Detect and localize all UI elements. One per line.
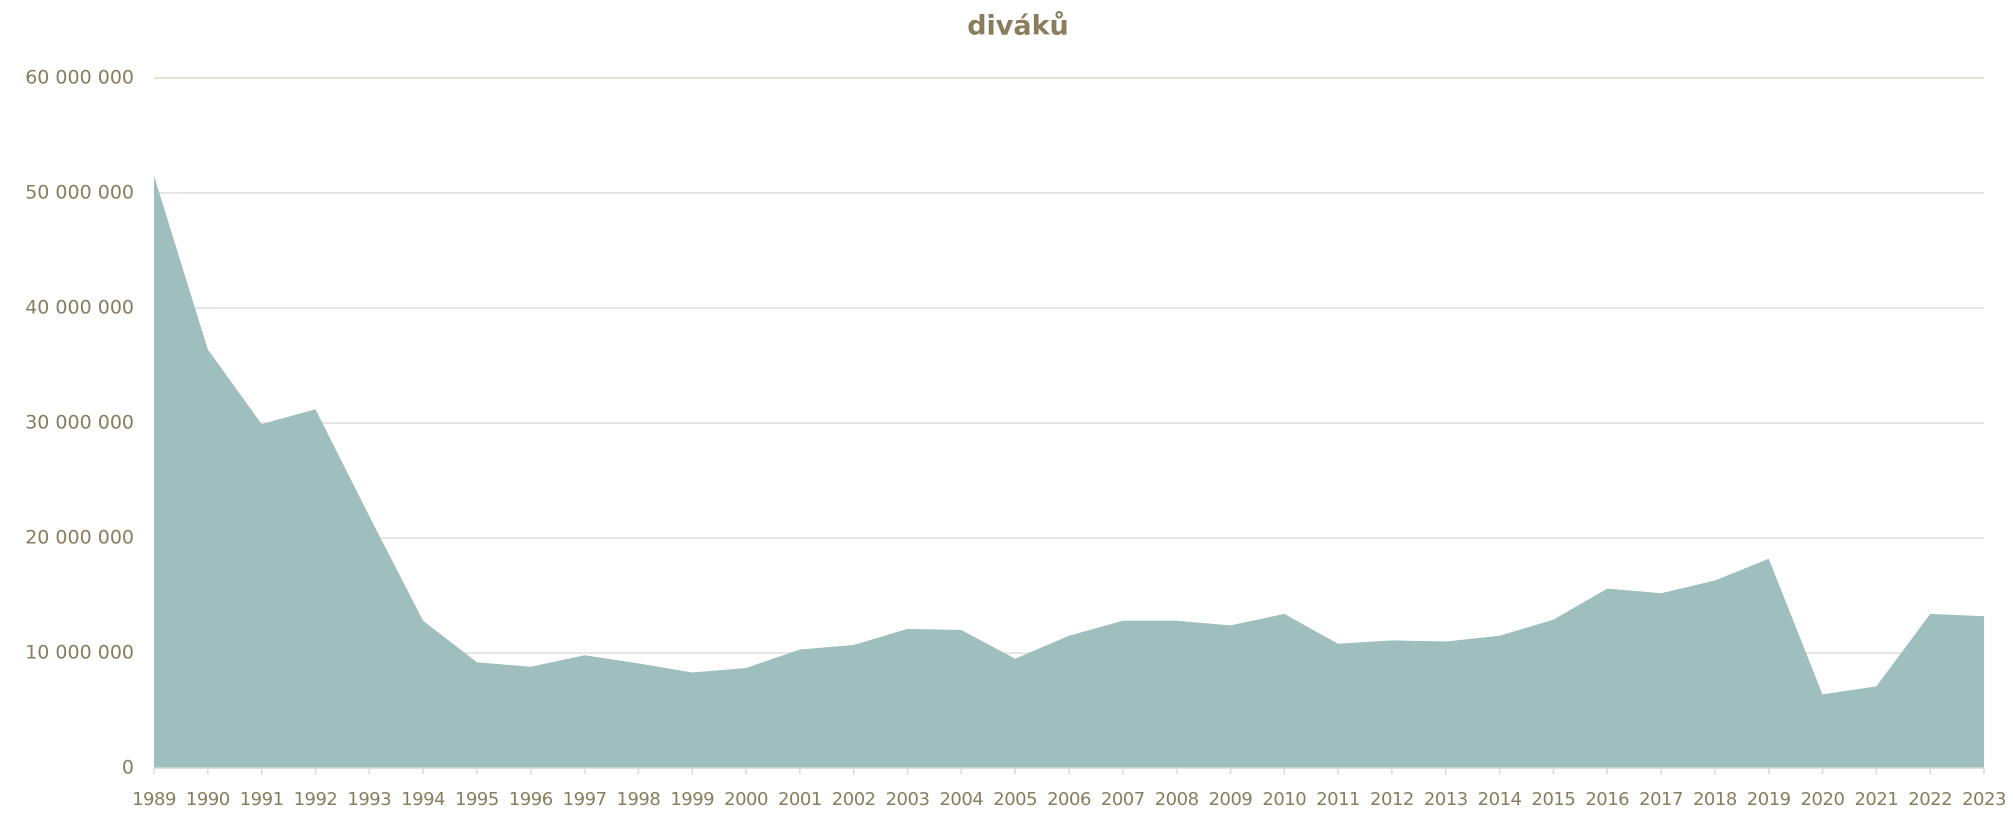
- x-tick-label: 1989: [132, 789, 176, 810]
- x-tick-label: 1996: [509, 789, 553, 810]
- x-tick-label: 2013: [1424, 789, 1468, 810]
- x-tick-label: 2021: [1854, 789, 1898, 810]
- x-tick-label: 1991: [240, 789, 284, 810]
- y-tick-label: 10 000 000: [25, 642, 134, 664]
- x-tick-label: 1990: [186, 789, 230, 810]
- y-tick-label: 20 000 000: [25, 527, 134, 549]
- x-tick-label: 2023: [1962, 789, 2006, 810]
- area: [154, 175, 1984, 768]
- x-tick-label: 2004: [939, 789, 983, 810]
- x-tick-label: 1995: [455, 789, 499, 810]
- x-tick-label: 2006: [1047, 789, 1091, 810]
- y-tick-label: 50 000 000: [25, 182, 134, 204]
- x-tick-label: 2007: [1101, 789, 1145, 810]
- x-tick-label: 2002: [832, 789, 876, 810]
- x-tick-label: 2014: [1478, 789, 1522, 810]
- x-tick-label: 1998: [617, 789, 661, 810]
- x-tick-label: 2010: [1262, 789, 1306, 810]
- x-tick-label: 2003: [886, 789, 930, 810]
- y-tick-label: 60 000 000: [25, 67, 134, 89]
- x-tick-label: 2019: [1747, 789, 1791, 810]
- x-tick-label: 1997: [563, 789, 607, 810]
- x-tick-label: 2012: [1370, 789, 1414, 810]
- y-tick-label: 30 000 000: [25, 412, 134, 434]
- x-tick-label: 2011: [1316, 789, 1360, 810]
- x-tick-label: 1994: [401, 789, 445, 810]
- x-tick-label: 2015: [1532, 789, 1576, 810]
- x-tick-label: 2000: [724, 789, 768, 810]
- x-tick-label: 1999: [670, 789, 714, 810]
- x-tick-label: 2018: [1693, 789, 1737, 810]
- x-tick-label: 2017: [1639, 789, 1683, 810]
- x-tick-label: 1992: [294, 789, 338, 810]
- x-tick-label: 2001: [778, 789, 822, 810]
- chart-title: diváků: [967, 11, 1069, 42]
- x-tick-label: 2008: [1155, 789, 1199, 810]
- x-tick-label: 2020: [1801, 789, 1845, 810]
- x-tick-label: 1993: [347, 789, 391, 810]
- x-tick-label: 2022: [1908, 789, 1952, 810]
- y-tick-label: 40 000 000: [25, 297, 134, 319]
- x-tick-label: 2009: [1209, 789, 1253, 810]
- x-tick-label: 2016: [1585, 789, 1629, 810]
- x-tick-label: 2005: [993, 789, 1037, 810]
- y-tick-label: 0: [122, 757, 134, 779]
